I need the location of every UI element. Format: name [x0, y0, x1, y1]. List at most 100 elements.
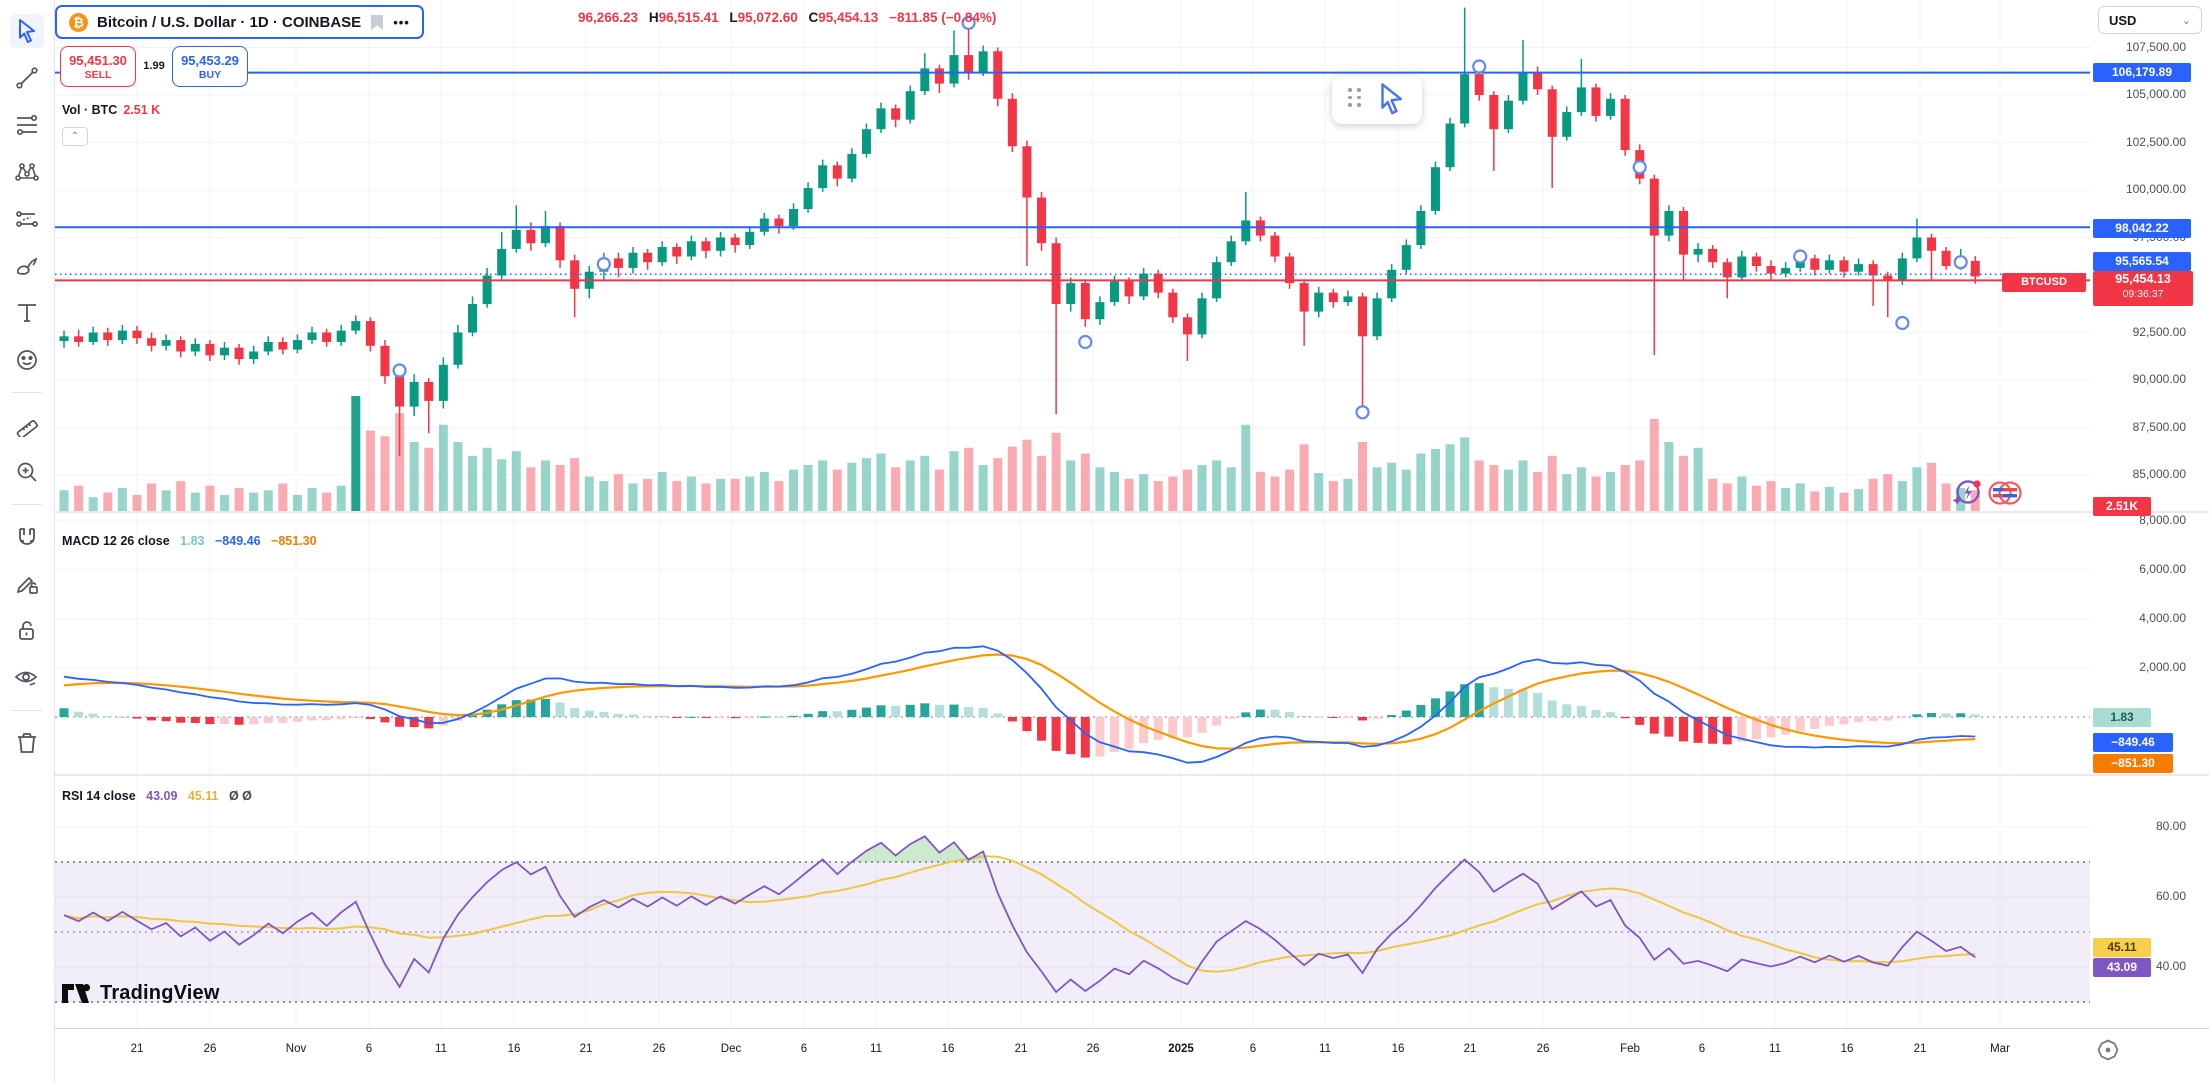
fib-retracement-icon[interactable]: [10, 108, 44, 142]
symbol-title-pill[interactable]: ₿ Bitcoin / U.S. Dollar · 1D · COINBASE …: [55, 5, 424, 39]
macd-line: [63, 645, 1976, 764]
vertical-gridlines: [136, 0, 2001, 1028]
price-axis-label: 105,000.00: [2125, 87, 2186, 101]
buy-button[interactable]: 95,453.29 BUY: [172, 46, 248, 87]
axis-badge: 95,565.54: [2093, 252, 2191, 271]
high-label: H: [648, 10, 659, 25]
countdown: 09:36:37: [2122, 288, 2164, 300]
collapse-button[interactable]: ⌃: [62, 127, 88, 146]
level-lines: [55, 71, 2090, 282]
time-axis-label: Dec: [720, 1043, 742, 1055]
currency-selector[interactable]: USD ⌄: [2098, 6, 2202, 34]
time-axis-label: 26: [1086, 1043, 1100, 1055]
time-axis-label: 21: [579, 1043, 593, 1055]
trade-markers: [392, 15, 1968, 420]
time-axis-label: 11: [870, 1043, 882, 1055]
macd-legend: MACD 12 26 close 1.83 −849.46 −851.30: [62, 534, 317, 548]
sell-price: 95,451.30: [69, 52, 127, 68]
last-price-badge: 95,454.13 09:36:37: [2093, 271, 2193, 306]
horizontal-gridlines: [55, 47, 2090, 968]
trash-icon[interactable]: [10, 726, 44, 760]
time-axis-label: Nov: [285, 1043, 307, 1055]
chevron-down-icon: ⌄: [2181, 14, 2191, 27]
bookmark-icon[interactable]: [370, 14, 384, 30]
brush-icon[interactable]: [10, 249, 44, 283]
axis-badge: 98,042.22: [2093, 219, 2191, 238]
rsi-ma-value: 45.11: [187, 789, 219, 803]
indicator-axis-label: 8,000.00: [2139, 513, 2186, 527]
mouse-cursor-icon: [1381, 83, 1402, 115]
drawing-toolbar: [0, 0, 55, 1082]
zoom-in-icon[interactable]: [10, 455, 44, 489]
lock-icon[interactable]: [10, 614, 44, 648]
price-axis-label: 92,500.00: [2132, 324, 2186, 339]
price-axis-label: 87,500.00: [2132, 419, 2186, 434]
macd-signal-value: −851.30: [271, 534, 317, 548]
toolbar-divider: [12, 710, 42, 711]
tradingview-logo-icon: [62, 984, 91, 1003]
buy-label: BUY: [198, 68, 222, 81]
eye-icon[interactable]: [10, 661, 44, 695]
axis-badge: 106,179.89: [2093, 63, 2191, 82]
currency-value: USD: [2109, 12, 2137, 28]
time-axis-label: 6: [800, 1043, 808, 1055]
axis-settings-icon[interactable]: [2097, 1039, 2119, 1061]
chart-event-icons[interactable]: [1952, 478, 2022, 508]
low-value: 95,072.60: [737, 10, 798, 25]
tradingview-logo-text: TradingView: [100, 982, 220, 1004]
more-options-icon[interactable]: •••: [393, 14, 410, 30]
forecast-icon[interactable]: [10, 202, 44, 236]
rsi-extra: Ø Ø: [228, 789, 252, 803]
change-value: −811.85 (−0.84%): [889, 10, 997, 25]
time-axis-label: 6: [1249, 1043, 1257, 1055]
rsi-title: RSI 14 close: [62, 789, 136, 803]
cursor-icon[interactable]: [10, 14, 44, 48]
axis-badge: −851.30: [2093, 754, 2173, 773]
xabcd-pattern-icon[interactable]: [10, 155, 44, 189]
time-axis-label: 26: [652, 1043, 666, 1055]
price-axis-label: 102,500.00: [2125, 134, 2186, 149]
open-value: 96,266.23: [578, 10, 639, 25]
time-axis-label: 26: [203, 1043, 217, 1055]
time-axis-label: 11: [1769, 1043, 1781, 1055]
spread-value: 1.99: [136, 57, 172, 75]
time-axis-label: 11: [435, 1043, 447, 1055]
axis-badge: 2.51K: [2093, 497, 2151, 516]
magnet-icon[interactable]: [10, 520, 44, 554]
tradingview-logo[interactable]: TradingView: [62, 982, 220, 1005]
indicator-axis-label: 40.00: [2155, 959, 2186, 973]
indicator-axis-label: 80.00: [2155, 819, 2186, 833]
time-axis-label: 21: [1913, 1043, 1927, 1055]
emoji-icon[interactable]: [10, 343, 44, 377]
price-axis-label: 107,500.00: [2125, 39, 2186, 54]
time-axis-label: Feb: [1620, 1043, 1640, 1055]
price-axis-label: 100,000.00: [2125, 182, 2186, 196]
close-value: 95,454.13: [818, 10, 879, 25]
time-axis-label: 21: [1014, 1043, 1028, 1055]
trend-line-icon[interactable]: [10, 61, 44, 95]
macd-title: MACD 12 26 close: [62, 534, 170, 548]
macd-histogram: [59, 683, 1980, 758]
indicator-axis-label: 6,000.00: [2139, 562, 2186, 576]
symbol-price-label: BTCUSD: [2002, 273, 2086, 292]
macd-line-value: −849.46: [215, 534, 261, 548]
time-axis-label: 6: [365, 1043, 373, 1055]
text-icon[interactable]: [10, 296, 44, 330]
time-axis-label: 21: [130, 1043, 144, 1055]
ruler-icon[interactable]: [10, 408, 44, 442]
close-label: C: [808, 10, 819, 25]
candles-layer: [59, 7, 1980, 456]
time-axis-label: 16: [941, 1043, 955, 1055]
volume-label: Vol · BTC: [62, 103, 118, 117]
time-axis[interactable]: 21 26 Nov 6 11 16 21 26 Dec 6 11 16 21 26 2025 6 11 16 21 2…: [55, 1028, 2209, 1082]
floating-drag-handle[interactable]: [1332, 76, 1422, 124]
macd-hist-value: 1.83: [180, 534, 205, 548]
edit-lock-icon[interactable]: [10, 567, 44, 601]
price-axis-label: 90,000.00: [2132, 372, 2186, 386]
time-axis-label: 16: [1391, 1043, 1405, 1055]
volume-value: 2.51 K: [123, 103, 161, 117]
time-axis-label: 16: [507, 1043, 521, 1055]
sell-button[interactable]: 95,451.30 SELL: [60, 46, 136, 87]
